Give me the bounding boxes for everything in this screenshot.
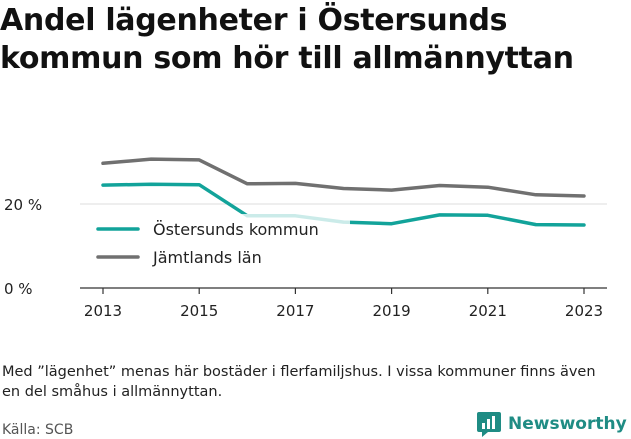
y-tick-label: 0 % (4, 280, 33, 298)
x-tick-label: 2017 (276, 302, 314, 320)
x-tick-label: 2019 (373, 302, 411, 320)
newsworthy-logo-icon (477, 412, 501, 437)
x-tick-label: 2023 (565, 302, 603, 320)
legend: Östersunds kommun Jämtlands län (92, 214, 350, 272)
axis-layer: 0 % 20 % 2013 2015 2017 2019 2021 2023 (4, 196, 607, 320)
legend-label: Jämtlands län (152, 248, 262, 267)
x-tick-label: 2013 (84, 302, 122, 320)
brand-name: Newsworthy (508, 414, 627, 434)
footnote: Med ”lägenhet” menas här bostäder i fler… (2, 364, 596, 400)
legend-label: Östersunds kommun (153, 220, 319, 239)
legend-background (92, 214, 350, 272)
y-tick-label: 20 % (4, 196, 42, 214)
line-chart: 0 % 20 % 2013 2015 2017 2019 2021 2023 Östersun… (4, 157, 607, 320)
brand-logo[interactable]: Newsworthy (476, 410, 627, 438)
x-tick-label: 2015 (180, 302, 218, 320)
source-label: Källa: SCB (2, 422, 74, 438)
chart-title: Andel lägenheter i Östersunds kommun som… (0, 3, 574, 76)
series-line-jamtland (101, 157, 586, 198)
x-tick-label: 2021 (469, 302, 507, 320)
